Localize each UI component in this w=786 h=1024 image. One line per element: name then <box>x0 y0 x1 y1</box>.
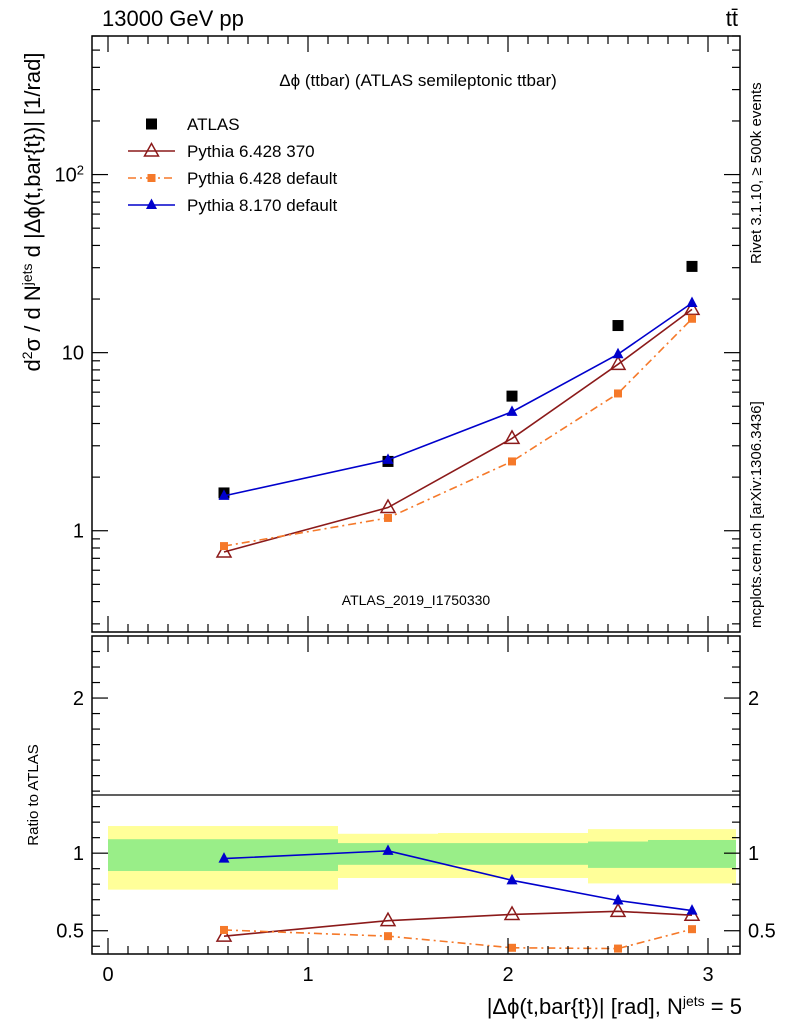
ratio-y-axis-label: Ratio to ATLAS <box>25 744 42 845</box>
legend-item: Pythia 6.428 default <box>128 169 338 188</box>
data-point <box>379 911 397 927</box>
series-pythia-6-428-370 <box>215 300 701 558</box>
data-point <box>609 355 627 371</box>
series-line <box>223 308 693 553</box>
legend-label: ATLAS <box>187 115 240 134</box>
data-point <box>384 932 392 941</box>
data-point <box>614 944 622 953</box>
data-point <box>686 904 698 915</box>
main-panel-series <box>215 260 701 558</box>
data-point <box>382 453 394 464</box>
series-line <box>223 318 693 547</box>
legend-item: Pythia 8.170 default <box>128 196 338 215</box>
data-point <box>218 489 230 500</box>
main-panel: 1 10 102 Δϕ (ttbar) (ATLAS semileptonic tt… <box>19 35 741 633</box>
watermark: ATLAS_2019_I1750330 <box>342 592 491 608</box>
data-point <box>614 389 622 398</box>
legend-label: Pythia 6.428 default <box>187 169 338 188</box>
data-point <box>612 893 624 905</box>
main-panel-frame <box>91 35 741 633</box>
header-energy-label: 13000 GeV pp <box>102 6 244 31</box>
y-tick-label: 1 <box>73 843 84 865</box>
series-pythia-6-428-default <box>220 925 696 953</box>
data-point <box>506 873 518 885</box>
y-tick-label: 102 <box>55 162 84 187</box>
mcplots-label: mcplots.cern.ch [arXiv:1306.3436] <box>748 401 765 628</box>
legend: ATLAS Pythia 6.428 370 Pythia 6.428 defaul… <box>128 115 338 215</box>
y-tick-label: 10 <box>62 343 84 365</box>
data-point <box>506 390 518 402</box>
data-point <box>688 314 696 323</box>
series-pythia-6-428-370 <box>215 902 701 942</box>
data-point <box>683 300 701 316</box>
data-point <box>508 943 516 952</box>
ratio-panel-frame <box>91 635 741 955</box>
data-point <box>215 927 233 942</box>
header-process-label: tt̄ <box>726 6 738 31</box>
y-tick-label-right: 0.5 <box>748 921 776 943</box>
uncertainty-band-inner <box>648 839 736 868</box>
y-tick-label: 0.5 <box>56 921 84 943</box>
ratio-panel-ticks: 0 1 2 3 0.5 0.5 1 1 2 2 <box>56 636 776 986</box>
legend-label: Pythia 6.428 370 <box>187 142 315 161</box>
data-point <box>215 542 233 558</box>
y-tick-label: 2 <box>73 688 84 710</box>
data-point <box>384 513 392 522</box>
data-point <box>503 905 521 921</box>
main-y-axis-label: d2σ / d Njets d |Δϕ(t,bar{t})| [1/rad] <box>19 53 45 372</box>
rivet-version-label: Rivet 3.1.10, ≥ 500k events <box>748 82 765 264</box>
data-point <box>612 347 624 359</box>
x-axis-label: |Δϕ(t,bar{t})| [rad], Njets = 5 <box>487 993 742 1019</box>
main-panel-ticks: 1 10 102 <box>55 35 740 632</box>
x-tick-label: 1 <box>302 964 313 986</box>
ratio-uncertainty-bands <box>108 826 736 890</box>
data-point <box>147 174 156 182</box>
data-point <box>508 457 516 466</box>
data-point <box>379 498 397 514</box>
data-point <box>503 429 521 445</box>
legend-label: Pythia 8.170 default <box>187 196 338 215</box>
data-point <box>143 141 160 157</box>
x-tick-label: 3 <box>702 964 713 986</box>
y-tick-label-right: 1 <box>748 843 759 865</box>
y-tick-label-right: 2 <box>748 688 759 710</box>
x-tick-label: 2 <box>502 964 513 986</box>
legend-item: ATLAS <box>146 115 240 134</box>
ratio-panel-series <box>215 844 701 953</box>
data-point <box>686 296 698 308</box>
series-atlas <box>218 260 698 499</box>
main-title: Δϕ (ttbar) (ATLAS semileptonic ttbar) <box>279 71 557 90</box>
series-line <box>223 302 693 497</box>
series-pythia-6-428-default <box>220 314 696 551</box>
uncertainty-band-inner <box>588 841 648 868</box>
series-pythia-8-170-default <box>218 844 698 915</box>
data-point <box>218 852 230 863</box>
data-point <box>506 405 518 416</box>
data-point <box>220 925 228 934</box>
data-point <box>220 542 228 551</box>
x-tick-label: 0 <box>102 964 113 986</box>
data-point <box>686 260 698 272</box>
legend-item: Pythia 6.428 370 <box>128 141 315 161</box>
ratio-panel: 0 1 2 3 0.5 0.5 1 1 2 2 Ratio to ATLAS |Δϕ(t,bar{… <box>25 635 776 1019</box>
data-point <box>688 925 696 934</box>
y-tick-label: 1 <box>73 521 84 543</box>
data-point <box>609 902 627 918</box>
data-point <box>146 118 157 130</box>
series-line <box>223 910 693 937</box>
series-pythia-8-170-default <box>218 296 698 500</box>
data-point <box>612 320 624 332</box>
uncertainty-band-inner <box>438 843 588 865</box>
data-point <box>146 198 157 209</box>
